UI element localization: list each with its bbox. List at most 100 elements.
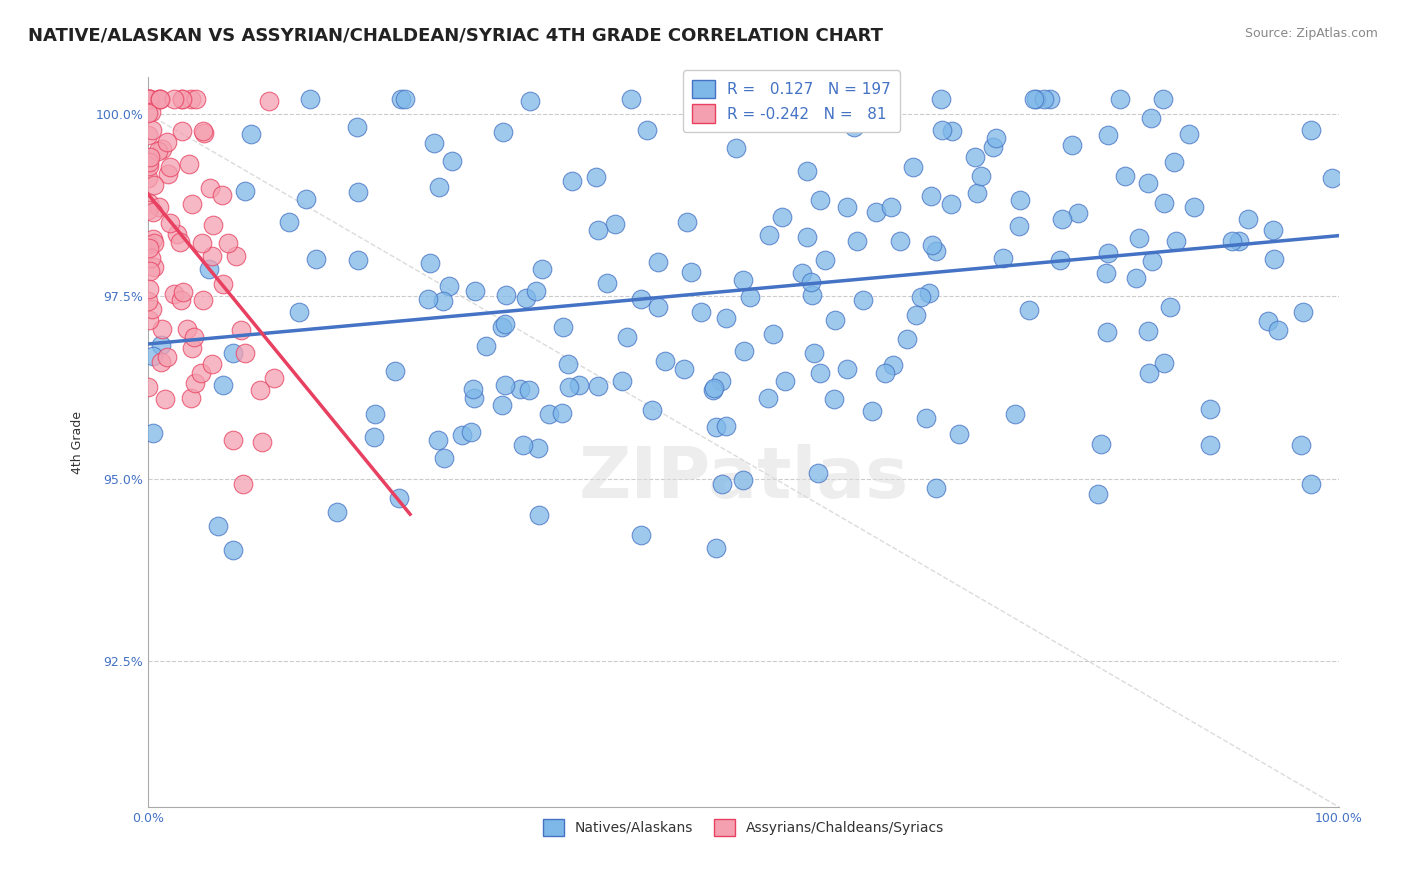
Point (1008, 194, 1031, 208)
Point (222, 433, 245, 447)
Point (1097, 246, 1119, 260)
Point (346, 253, 368, 268)
Point (288, 304, 311, 318)
Point (169, 235, 191, 249)
Point (689, 304, 711, 318)
Point (149, 92, 172, 106)
Point (808, 193, 831, 207)
Point (257, 94, 280, 108)
Point (157, 167, 180, 181)
Point (1220, 235, 1243, 249)
Point (176, 322, 198, 336)
Point (263, 371, 285, 385)
Point (232, 476, 254, 491)
Point (756, 391, 779, 405)
Point (186, 92, 208, 106)
Point (1140, 254, 1163, 268)
Point (1182, 200, 1205, 214)
Point (156, 135, 179, 149)
Point (139, 104, 162, 119)
Text: ZIPatlas: ZIPatlas (578, 444, 908, 513)
Point (148, 144, 170, 158)
Point (180, 92, 202, 106)
Point (901, 160, 924, 174)
Point (138, 380, 160, 394)
Point (830, 92, 852, 106)
Point (183, 330, 205, 344)
Point (1137, 176, 1160, 190)
Point (1261, 222, 1284, 236)
Point (304, 252, 326, 267)
Point (1299, 477, 1322, 491)
Point (925, 481, 948, 495)
Point (1067, 206, 1090, 220)
Point (149, 338, 172, 352)
Point (915, 411, 938, 425)
Point (180, 391, 202, 405)
Point (363, 430, 385, 444)
Point (538, 407, 561, 421)
Point (419, 256, 441, 270)
Point (212, 277, 235, 291)
Point (156, 351, 179, 365)
Point (1025, 92, 1047, 106)
Point (463, 391, 485, 405)
Point (1140, 112, 1163, 126)
Point (141, 301, 163, 316)
Point (557, 358, 579, 372)
Point (704, 541, 727, 555)
Point (941, 197, 963, 211)
Y-axis label: 4th Grade: 4th Grade (72, 410, 84, 474)
Point (616, 330, 638, 344)
Point (620, 92, 643, 106)
Point (965, 149, 987, 163)
Point (225, 249, 247, 263)
Point (1039, 92, 1062, 106)
Point (948, 427, 970, 442)
Point (139, 264, 162, 278)
Point (152, 142, 174, 156)
Point (148, 92, 170, 106)
Point (515, 291, 537, 305)
Point (191, 293, 214, 307)
Point (233, 185, 256, 199)
Point (1004, 408, 1026, 422)
Point (190, 235, 212, 250)
Point (181, 197, 204, 211)
Point (672, 362, 695, 376)
Point (568, 378, 591, 392)
Point (142, 204, 165, 219)
Point (240, 128, 263, 142)
Point (702, 383, 724, 397)
Point (1128, 231, 1150, 245)
Point (860, 404, 883, 418)
Point (416, 292, 439, 306)
Point (1033, 92, 1056, 106)
Point (200, 181, 222, 195)
Point (426, 433, 449, 447)
Point (441, 154, 464, 169)
Point (159, 160, 181, 174)
Point (475, 338, 498, 352)
Point (422, 136, 444, 150)
Point (460, 425, 482, 439)
Point (941, 124, 963, 138)
Point (1109, 92, 1132, 106)
Point (136, 294, 159, 309)
Point (166, 227, 188, 241)
Point (1153, 195, 1175, 210)
Point (141, 122, 163, 136)
Point (925, 244, 948, 258)
Point (193, 127, 215, 141)
Point (904, 308, 927, 322)
Point (703, 381, 725, 395)
Text: NATIVE/ALASKAN VS ASSYRIAN/CHALDEAN/SYRIAC 4TH GRADE CORRELATION CHART: NATIVE/ALASKAN VS ASSYRIAN/CHALDEAN/SYRI… (28, 27, 883, 45)
Point (896, 332, 918, 346)
Point (880, 200, 903, 214)
Point (775, 374, 797, 388)
Point (527, 508, 550, 522)
Point (929, 92, 952, 106)
Point (1237, 211, 1260, 226)
Point (561, 174, 583, 188)
Point (1137, 366, 1160, 380)
